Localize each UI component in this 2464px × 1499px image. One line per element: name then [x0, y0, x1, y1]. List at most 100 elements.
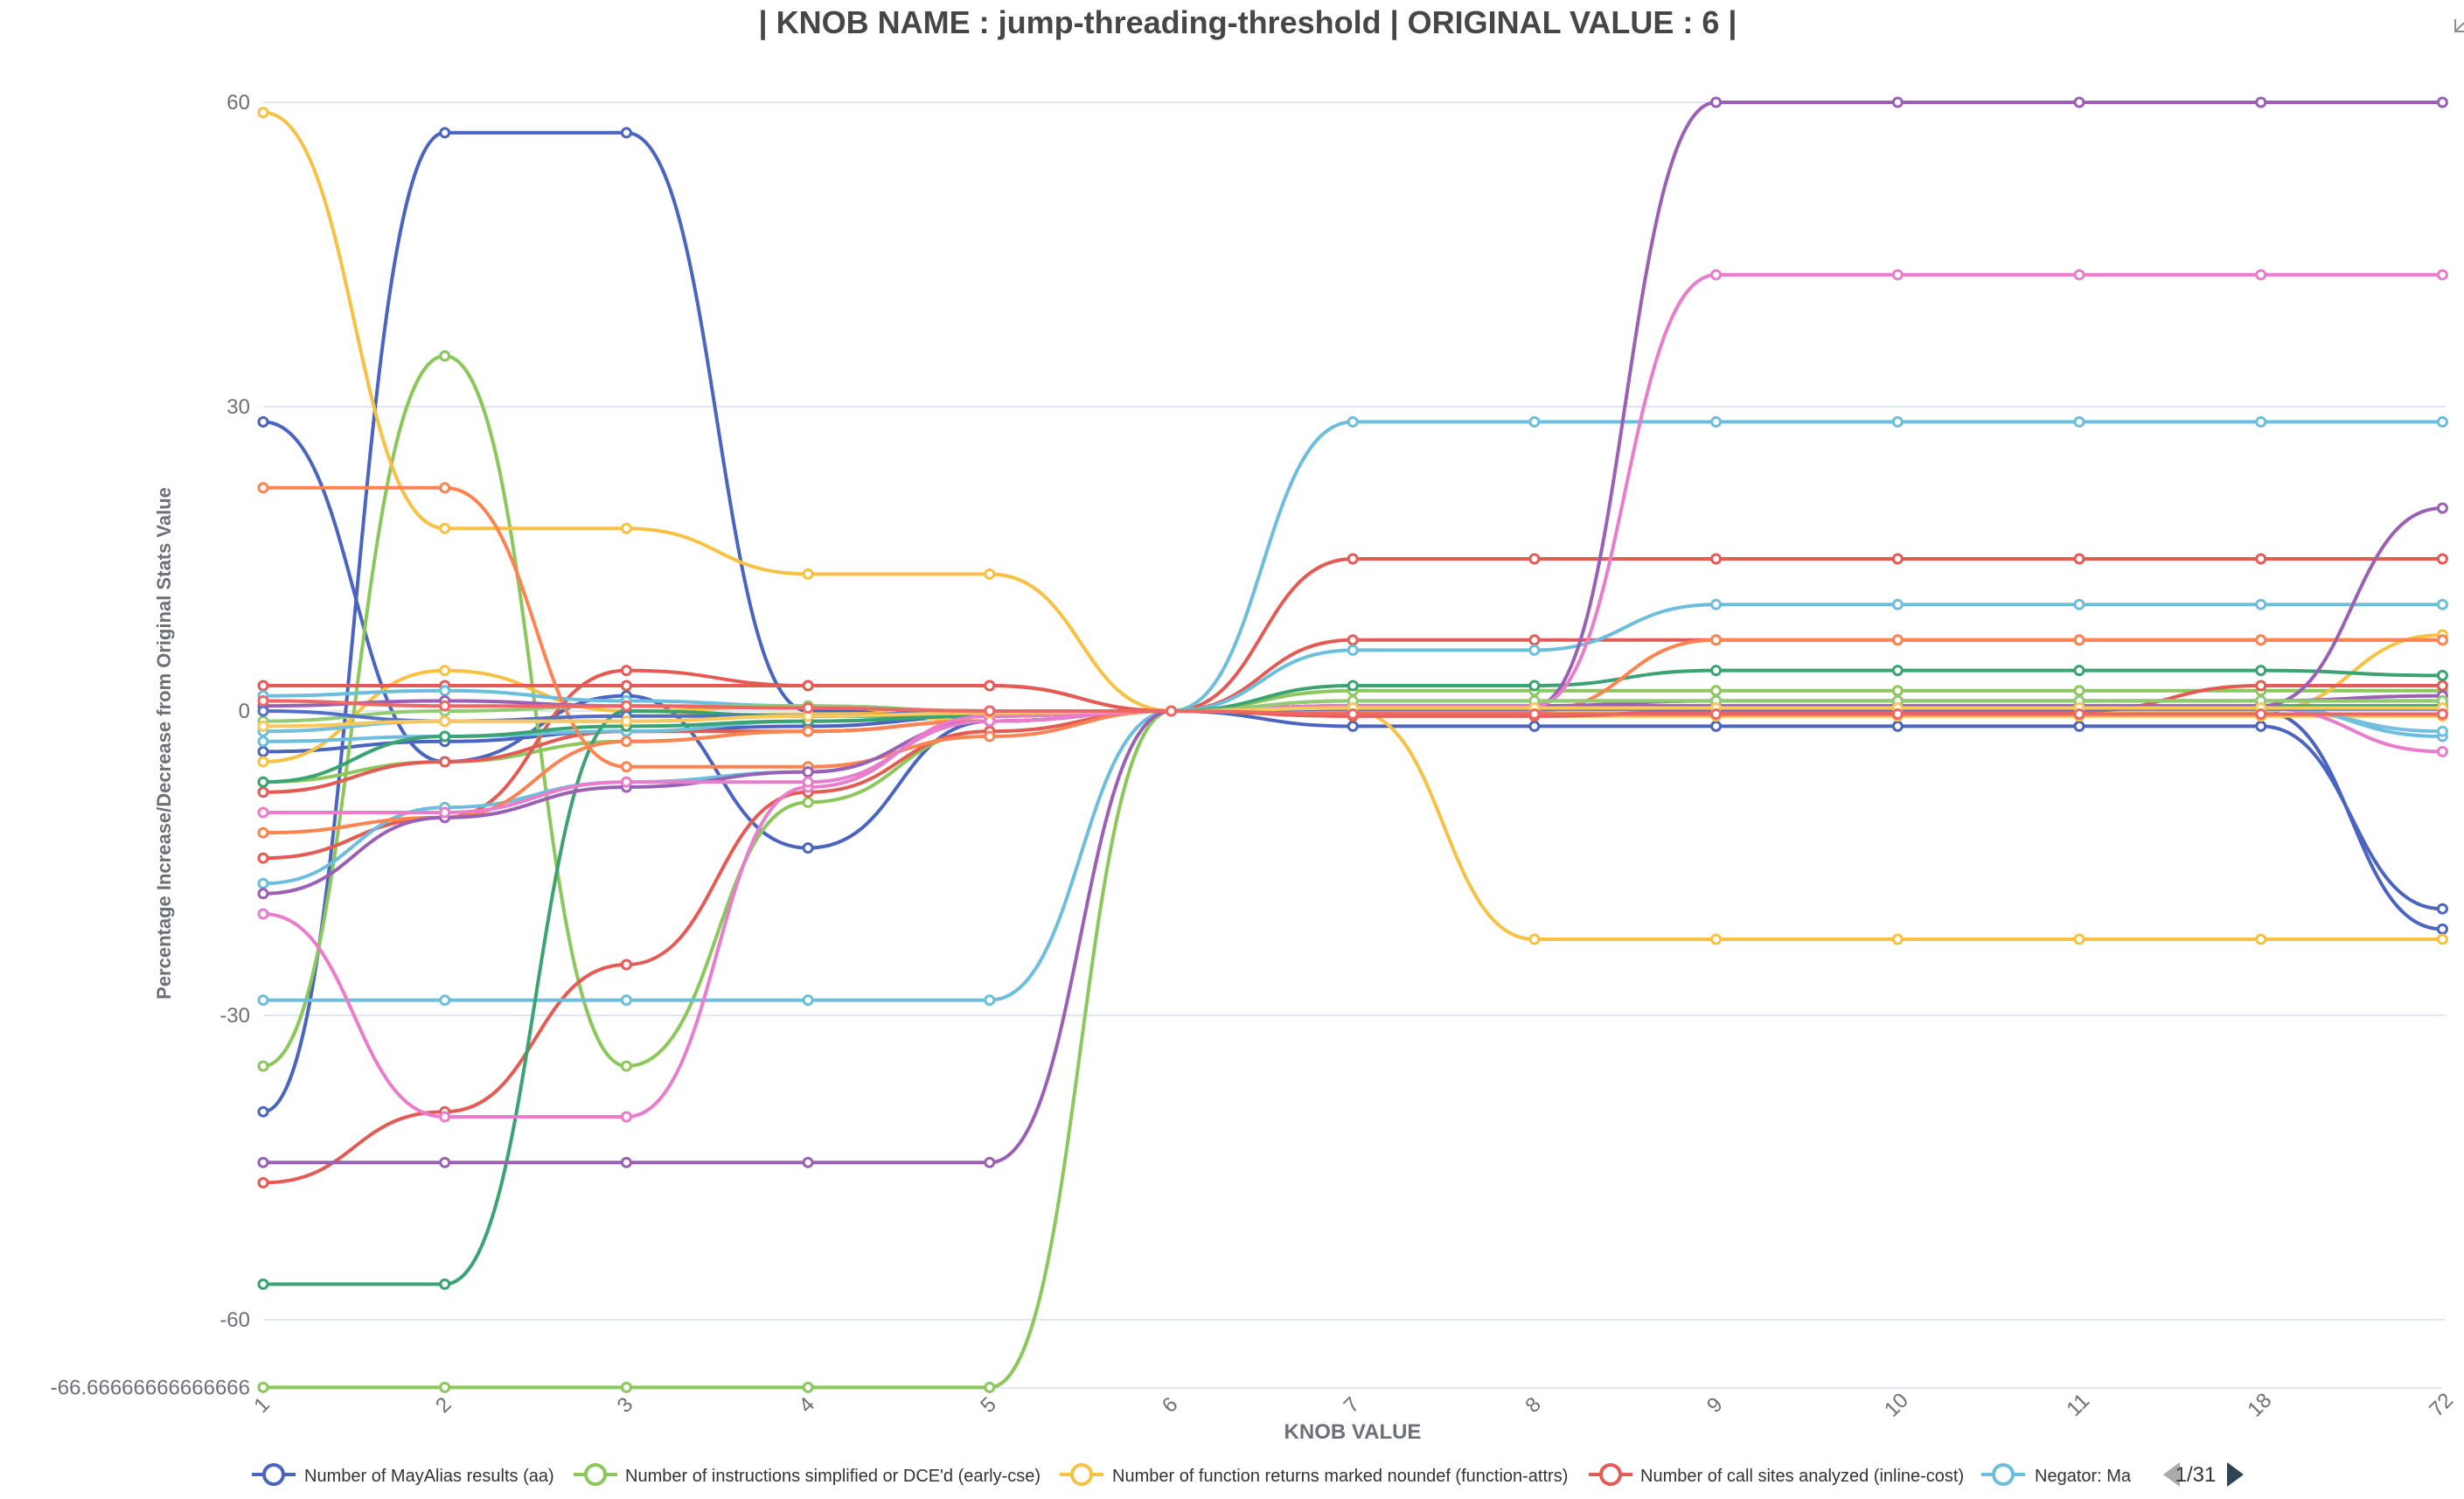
- data-point[interactable]: [984, 1156, 996, 1168]
- data-point[interactable]: [2255, 933, 2267, 945]
- data-point[interactable]: [2436, 268, 2448, 281]
- data-point[interactable]: [2436, 725, 2448, 737]
- data-point[interactable]: [1710, 933, 1723, 945]
- data-point[interactable]: [620, 680, 632, 692]
- data-point[interactable]: [1710, 598, 1723, 610]
- data-point[interactable]: [2255, 634, 2267, 646]
- data-point[interactable]: [1528, 708, 1541, 720]
- data-point[interactable]: [257, 1176, 269, 1189]
- data-point[interactable]: [1528, 634, 1541, 646]
- data-point[interactable]: [2073, 708, 2085, 720]
- legend-next-page-icon[interactable]: [2227, 1462, 2244, 1487]
- data-point[interactable]: [257, 852, 269, 864]
- legend-item-function-attrs[interactable]: Number of function returns marked nounde…: [1060, 1463, 1568, 1486]
- data-point[interactable]: [802, 702, 814, 715]
- data-point[interactable]: [2436, 745, 2448, 757]
- data-point[interactable]: [439, 350, 451, 362]
- data-point[interactable]: [620, 665, 632, 677]
- data-point[interactable]: [620, 1060, 632, 1072]
- data-point[interactable]: [257, 415, 269, 428]
- data-point[interactable]: [2255, 665, 2267, 677]
- data-point[interactable]: [2255, 268, 2267, 281]
- data-point[interactable]: [439, 685, 451, 697]
- data-point[interactable]: [1891, 553, 1904, 565]
- data-point[interactable]: [984, 680, 996, 692]
- data-point[interactable]: [2255, 415, 2267, 428]
- data-point[interactable]: [257, 826, 269, 839]
- data-point[interactable]: [2436, 903, 2448, 915]
- data-point[interactable]: [257, 720, 269, 732]
- data-point[interactable]: [1528, 644, 1541, 656]
- data-point[interactable]: [802, 842, 814, 854]
- data-point[interactable]: [802, 568, 814, 580]
- data-point[interactable]: [620, 1381, 632, 1393]
- data-point[interactable]: [257, 705, 269, 717]
- data-point[interactable]: [620, 715, 632, 728]
- data-point[interactable]: [1166, 705, 1177, 717]
- data-point[interactable]: [1710, 665, 1723, 677]
- legend-prev-page-icon[interactable]: [2163, 1462, 2180, 1487]
- data-point[interactable]: [257, 776, 269, 788]
- data-point[interactable]: [257, 806, 269, 819]
- data-point[interactable]: [2255, 708, 2267, 720]
- data-point[interactable]: [1710, 634, 1723, 646]
- data-point[interactable]: [1710, 708, 1723, 720]
- data-point[interactable]: [1710, 268, 1723, 281]
- data-point[interactable]: [802, 766, 814, 778]
- data-point[interactable]: [1710, 685, 1723, 697]
- data-point[interactable]: [1891, 685, 1904, 697]
- data-point[interactable]: [439, 756, 451, 768]
- data-point[interactable]: [984, 730, 996, 743]
- data-point[interactable]: [620, 700, 632, 712]
- data-point[interactable]: [1710, 96, 1723, 108]
- data-point[interactable]: [2073, 665, 2085, 677]
- data-point[interactable]: [1710, 415, 1723, 428]
- legend-item-negator[interactable]: Negator: Ma: [1981, 1463, 2132, 1486]
- data-point[interactable]: [257, 680, 269, 692]
- data-point[interactable]: [984, 994, 996, 1007]
- data-point[interactable]: [2436, 708, 2448, 720]
- data-point[interactable]: [439, 1156, 451, 1168]
- data-point[interactable]: [1528, 720, 1541, 732]
- data-point[interactable]: [2073, 598, 2085, 610]
- data-point[interactable]: [257, 736, 269, 748]
- data-point[interactable]: [439, 127, 451, 139]
- legend-item-aa[interactable]: Number of MayAlias results (aa): [252, 1463, 554, 1486]
- data-point[interactable]: [1891, 268, 1904, 281]
- data-point[interactable]: [1347, 644, 1359, 656]
- data-point[interactable]: [2436, 680, 2448, 692]
- data-point[interactable]: [1347, 680, 1359, 692]
- data-point[interactable]: [439, 1381, 451, 1393]
- data-point[interactable]: [802, 796, 814, 808]
- data-point[interactable]: [620, 736, 632, 748]
- data-point[interactable]: [257, 482, 269, 494]
- data-point[interactable]: [1891, 96, 1904, 108]
- data-point[interactable]: [2073, 685, 2085, 697]
- data-point[interactable]: [1891, 598, 1904, 610]
- data-point[interactable]: [802, 994, 814, 1007]
- data-point[interactable]: [439, 700, 451, 712]
- data-point[interactable]: [439, 1278, 451, 1290]
- data-point[interactable]: [257, 877, 269, 889]
- data-point[interactable]: [257, 1156, 269, 1168]
- data-point[interactable]: [620, 776, 632, 788]
- data-point[interactable]: [257, 1105, 269, 1118]
- data-point[interactable]: [257, 107, 269, 119]
- data-point[interactable]: [984, 1381, 996, 1393]
- data-point[interactable]: [620, 994, 632, 1007]
- data-point[interactable]: [802, 725, 814, 737]
- data-point[interactable]: [1347, 720, 1359, 732]
- data-point[interactable]: [1528, 680, 1541, 692]
- data-point[interactable]: [257, 908, 269, 920]
- data-point[interactable]: [620, 522, 632, 534]
- legend-item-early-cse[interactable]: Number of instructions simplified or DCE…: [574, 1463, 1041, 1486]
- data-point[interactable]: [2436, 923, 2448, 935]
- data-point[interactable]: [2436, 553, 2448, 565]
- data-point[interactable]: [439, 1111, 451, 1123]
- data-point[interactable]: [1347, 708, 1359, 720]
- data-point[interactable]: [802, 1156, 814, 1168]
- data-point[interactable]: [2073, 268, 2085, 281]
- data-point[interactable]: [2255, 553, 2267, 565]
- data-point[interactable]: [620, 959, 632, 971]
- data-point[interactable]: [1891, 708, 1904, 720]
